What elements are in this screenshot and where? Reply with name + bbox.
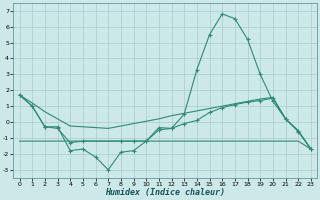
X-axis label: Humidex (Indice chaleur): Humidex (Indice chaleur) (105, 188, 225, 197)
